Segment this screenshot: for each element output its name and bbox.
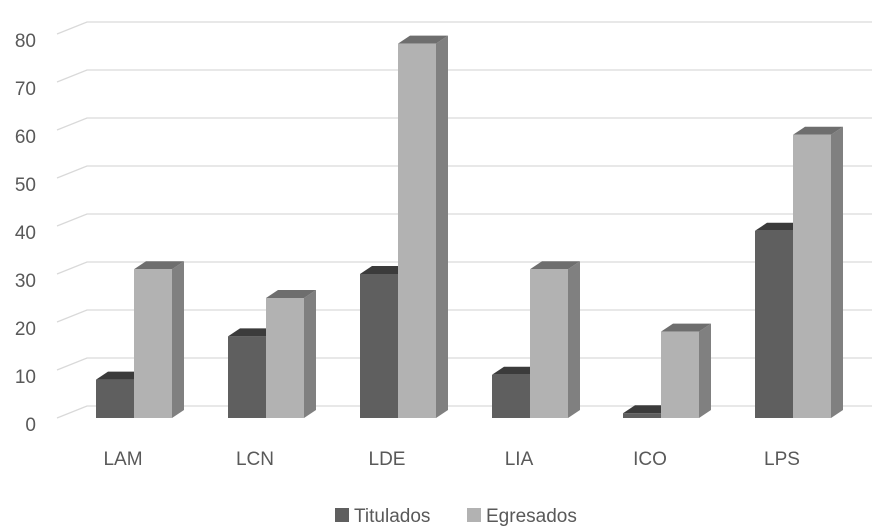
gridline	[56, 117, 872, 131]
legend-swatch-egresados	[467, 508, 481, 522]
y-tick-label: 0	[25, 415, 36, 436]
gridline	[56, 357, 872, 371]
gridline	[56, 261, 872, 275]
legend-label-egresados: Egresados	[486, 506, 577, 527]
bar-egresados-lcn	[266, 290, 316, 418]
bar-egresados-lia	[530, 261, 580, 418]
y-tick-label: 70	[15, 79, 36, 100]
gridline	[56, 21, 872, 35]
x-category-label: LCN	[236, 449, 274, 470]
x-category-label: LIA	[505, 449, 534, 470]
y-tick-label: 50	[15, 175, 36, 196]
y-tick-label: 10	[15, 367, 36, 388]
x-category-label: LDE	[369, 449, 406, 470]
gridline	[56, 213, 872, 227]
bars	[96, 35, 843, 419]
y-tick-label: 40	[15, 223, 36, 244]
bar-egresados-lde	[398, 35, 448, 418]
y-tick-label: 60	[15, 127, 36, 148]
y-tick-label: 30	[15, 271, 36, 292]
gridline	[56, 165, 872, 179]
gridline	[56, 69, 872, 83]
legend: Titulados Egresados	[335, 506, 577, 527]
legend-swatch-titulados	[335, 508, 349, 522]
y-tick-label: 80	[15, 31, 36, 52]
bar-egresados-lps	[793, 126, 843, 419]
gridline	[56, 309, 872, 323]
y-tick-label: 20	[15, 319, 36, 340]
x-axis-labels: LAM LCN LDE LIA ICO LPS	[103, 449, 800, 470]
x-category-label: LPS	[764, 449, 800, 470]
gridlines	[56, 21, 872, 419]
bar-egresados-lam	[134, 261, 184, 418]
legend-label-titulados: Titulados	[354, 506, 430, 527]
gridline	[56, 405, 872, 419]
x-category-label: LAM	[103, 449, 142, 470]
bar-egresados-ico	[661, 323, 711, 418]
y-axis-ticks: 0 10 20 30 40 50 60 70 80	[15, 31, 36, 436]
x-category-label: ICO	[633, 449, 667, 470]
